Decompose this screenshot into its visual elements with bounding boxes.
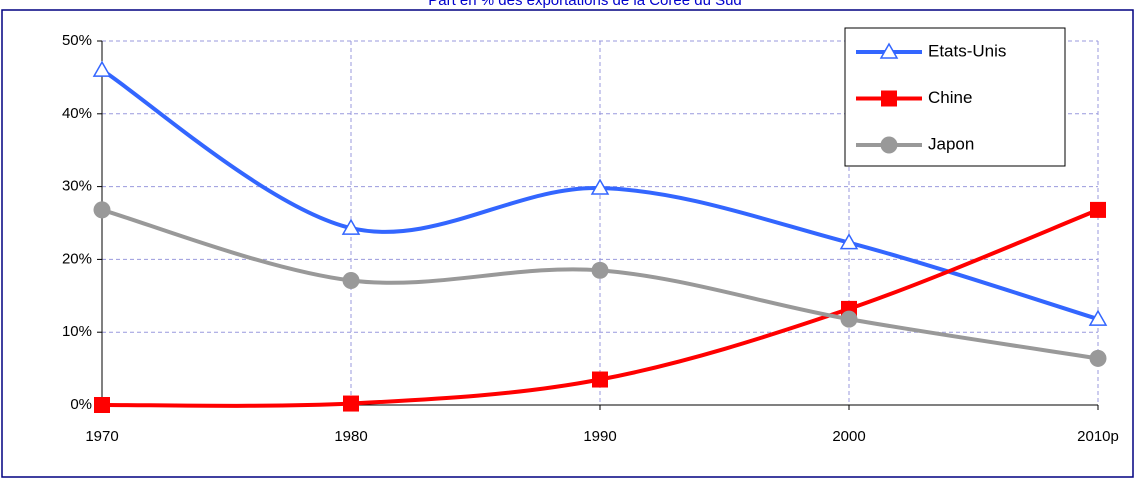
data-point: [94, 397, 110, 413]
data-point: [1088, 309, 1108, 326]
data-point: [92, 60, 112, 77]
chart-title: Part en % des exportations de la Corée d…: [428, 0, 742, 9]
x-tick-label: 2000: [832, 428, 865, 445]
data-point: [840, 310, 858, 328]
y-tick-label: 20%: [62, 250, 92, 267]
x-tick-label: 1970: [85, 428, 118, 445]
data-point: [1090, 201, 1106, 218]
data-point: [342, 272, 360, 290]
legend-label: Etats-Unis: [928, 41, 1006, 60]
legend-marker: [881, 90, 897, 107]
y-tick-label: 0%: [70, 396, 92, 413]
data-point: [592, 371, 608, 388]
x-tick-label: 1980: [334, 428, 367, 445]
data-point: [591, 261, 609, 279]
data-point: [93, 201, 111, 219]
data-point: [343, 395, 359, 412]
data-point: [839, 233, 859, 250]
data-point: [341, 218, 361, 235]
y-tick-label: 10%: [62, 323, 92, 340]
legend: Etats-Unis Chine Japon: [844, 27, 1066, 167]
data-point: [1089, 349, 1107, 367]
y-tick-label: 40%: [62, 105, 92, 122]
y-tick-label: 30%: [62, 178, 92, 195]
data-point: [590, 178, 610, 195]
legend-marker: [879, 42, 899, 59]
legend-label: Japon: [928, 134, 974, 153]
legend-label: Chine: [928, 88, 972, 107]
legend-marker: [880, 136, 898, 154]
y-tick-label: 50%: [62, 32, 92, 49]
x-tick-label: 2010p: [1077, 428, 1119, 445]
x-tick-label: 1990: [583, 428, 616, 445]
